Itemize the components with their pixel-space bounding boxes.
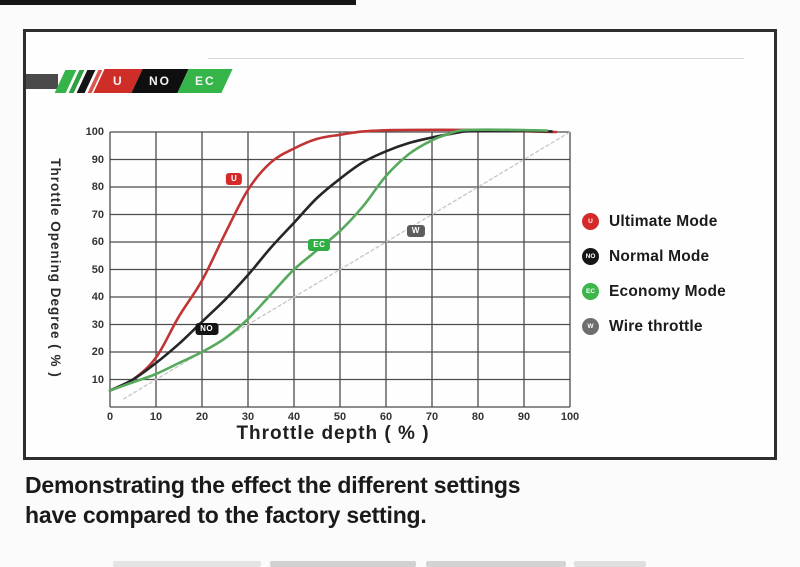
- legend-swatch-letter: W: [587, 323, 594, 330]
- bottom-crop-artifact: [426, 561, 566, 567]
- top-edge-bar: [0, 0, 356, 5]
- logo-letter-ec: EC: [194, 74, 216, 88]
- x-axis-title: Throttle depth ( % ): [236, 423, 430, 444]
- legend-label-normal: Normal Mode: [609, 247, 710, 265]
- figure-caption: Demonstrating the effect the different s…: [25, 472, 521, 528]
- legend-label-wire: Wire throttle: [609, 317, 703, 335]
- legend-item-wire: W Wire throttle: [582, 318, 726, 335]
- logo-letter-u: U: [112, 74, 124, 88]
- legend-swatch-wire-icon: W: [582, 318, 599, 335]
- legend-label-economy: Economy Mode: [609, 282, 726, 300]
- legend-swatch-letter: EC: [585, 288, 596, 295]
- chart-legend: U Ultimate Mode NO Normal Mode EC Econom…: [582, 213, 726, 353]
- legend-item-ultimate: U Ultimate Mode: [582, 213, 726, 230]
- bottom-crop-artifact: [574, 561, 646, 567]
- legend-swatch-economy-icon: EC: [582, 283, 599, 300]
- y-axis-title: Throttle Opening Degree ( % ): [48, 158, 63, 378]
- legend-swatch-normal-icon: NO: [582, 248, 599, 265]
- bottom-crop-artifact: [113, 561, 261, 567]
- legend-swatch-ultimate-icon: U: [582, 213, 599, 230]
- logo-gray-bar: [26, 74, 58, 89]
- logo-letter-no: NO: [149, 74, 171, 88]
- logo-rule-line: [208, 58, 744, 59]
- legend-swatch-letter: U: [588, 218, 593, 225]
- legend-label-ultimate: Ultimate Mode: [609, 212, 718, 230]
- legend-swatch-letter: NO: [585, 253, 596, 260]
- legend-item-economy: EC Economy Mode: [582, 283, 726, 300]
- bottom-crop-artifact: [270, 561, 416, 567]
- legend-item-normal: NO Normal Mode: [582, 248, 726, 265]
